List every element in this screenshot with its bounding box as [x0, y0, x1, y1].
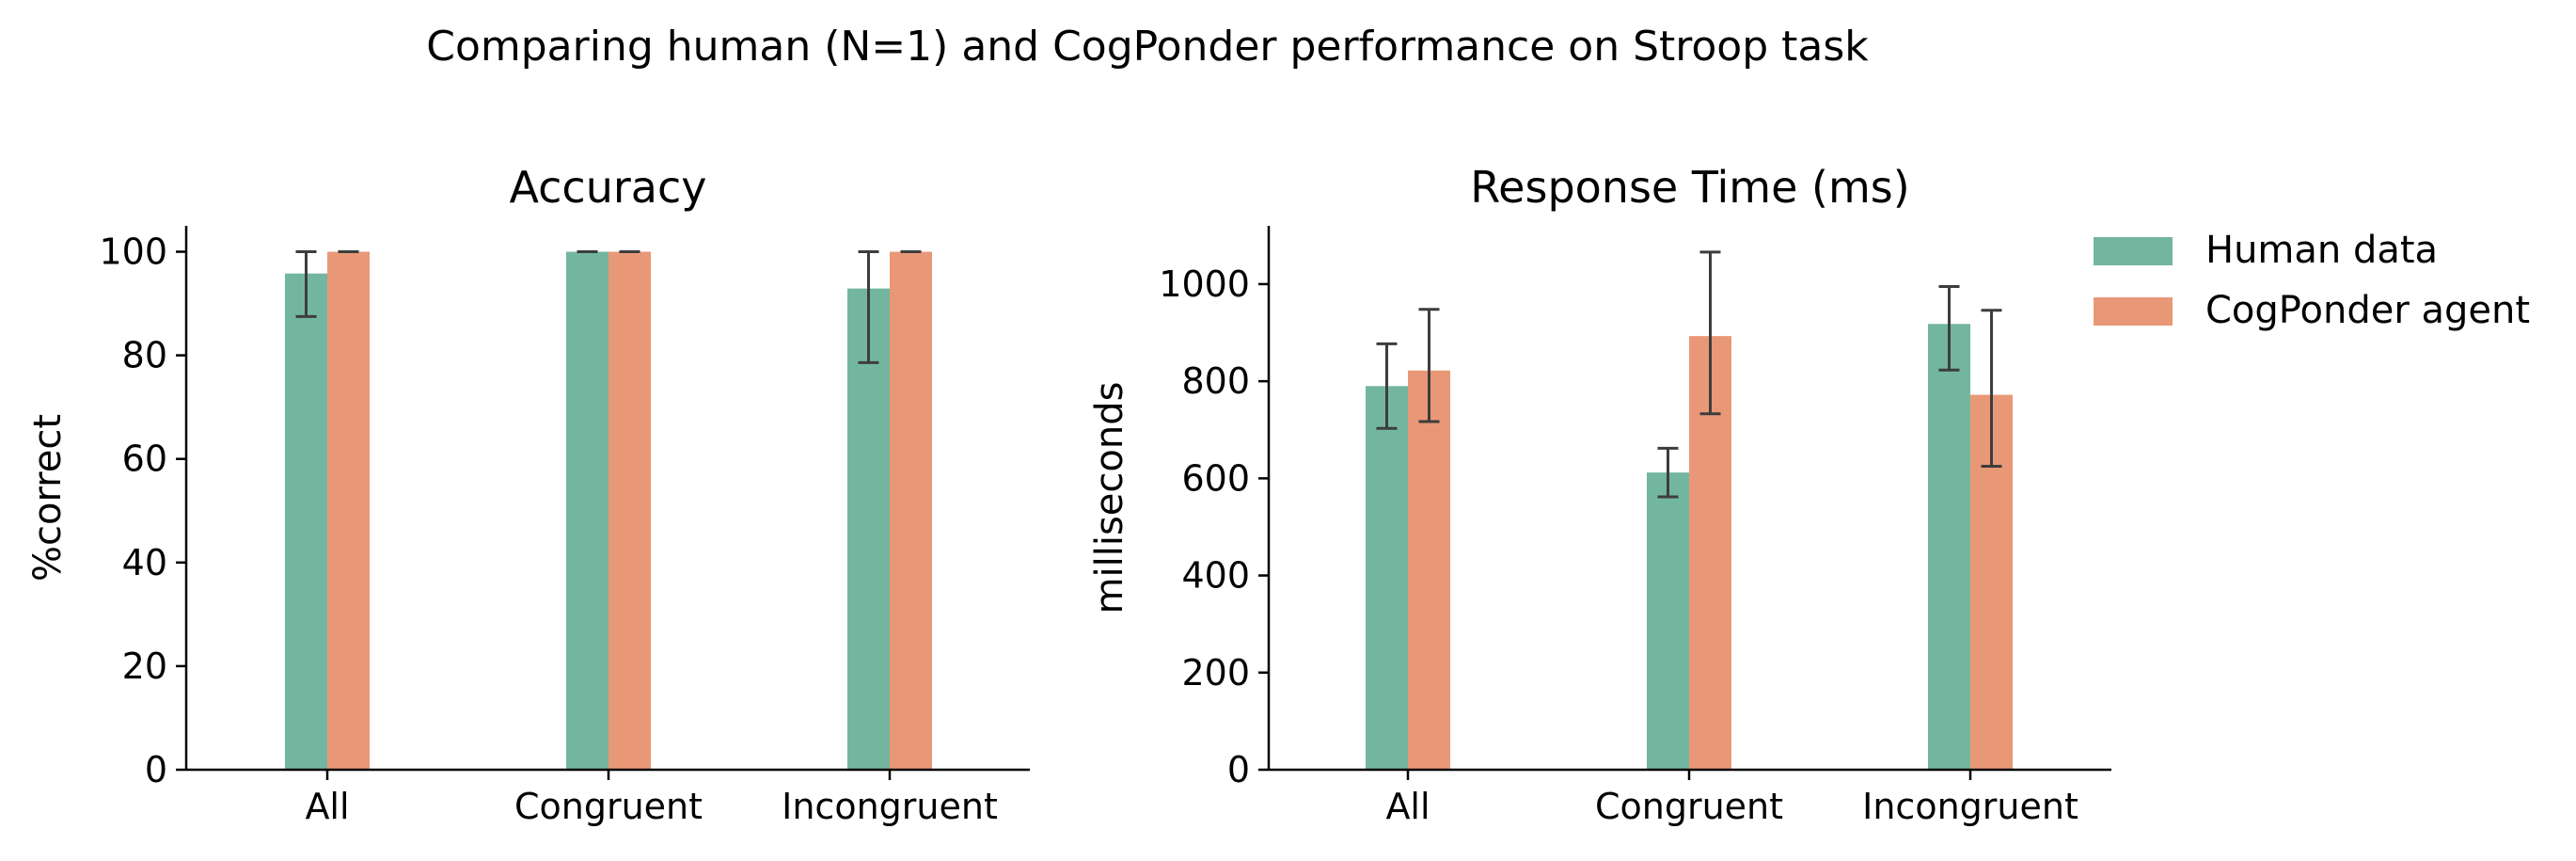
chart-title: Accuracy	[509, 162, 706, 213]
y-tick-label: 20	[122, 646, 167, 687]
bar-human-data-incongruent	[1928, 324, 1970, 770]
legend: Human data CogPonder agent	[2094, 229, 2530, 332]
y-tick-label: 200	[1181, 652, 1250, 694]
figure-suptitle: Comparing human (N=1) and CogPonder perf…	[426, 23, 1869, 71]
x-tick-label: Incongruent	[782, 786, 998, 827]
bar-human-data-all	[1366, 386, 1408, 770]
y-tick-label: 0	[145, 749, 167, 790]
y-tick-label: 1000	[1159, 263, 1250, 305]
y-tick-label: 0	[1227, 749, 1250, 790]
bar-cogponder-agent-all	[327, 251, 370, 770]
error-bar-human-data-all	[295, 250, 317, 318]
y-tick-label: 80	[122, 335, 167, 376]
error-bar-human-data-incongruent	[1938, 285, 1960, 372]
y-tick-label: 60	[122, 438, 167, 480]
bar-human-data-congruent	[566, 251, 608, 770]
y-tick-label: 600	[1181, 457, 1250, 499]
bar-human-data-incongruent	[847, 288, 890, 770]
bar-cogponder-agent-all	[1408, 370, 1450, 770]
x-tick-label: All	[1385, 786, 1430, 827]
response-time-chart: Response Time (ms) All Congruent Incongruen…	[1088, 162, 2111, 827]
y-axis-label: milliseconds	[1088, 382, 1131, 614]
bar-cogponder-agent-incongruent	[890, 251, 932, 770]
x-tick-label: Congruent	[514, 786, 703, 827]
y-tick-label: 400	[1181, 555, 1250, 597]
y-tick-label: 100	[99, 231, 167, 273]
legend-swatch-cogponder-agent	[2094, 297, 2173, 326]
x-tick-label: Congruent	[1595, 786, 1783, 827]
error-bar-human-data-incongruent	[858, 250, 879, 364]
error-bar-cogponder-agent-congruent	[1699, 250, 1721, 416]
accuracy-chart: Accuracy All Congruent Incongruent 0 20 40 60 80…	[26, 162, 1030, 827]
legend-label-human-data: Human data	[2205, 229, 2438, 272]
y-tick-label: 800	[1181, 360, 1250, 402]
x-tick-label: Incongruent	[1862, 786, 2078, 827]
error-bar-human-data-congruent	[1657, 446, 1679, 499]
bar-human-data-congruent	[1647, 472, 1689, 770]
y-tick-label: 40	[122, 542, 167, 583]
legend-label-cogponder-agent: CogPonder agent	[2205, 289, 2530, 332]
error-bar-cogponder-agent-incongruent	[1981, 309, 2002, 468]
error-bar-human-data-all	[1376, 342, 1398, 430]
x-tick-label: All	[305, 786, 349, 827]
legend-swatch-human-data	[2094, 237, 2173, 265]
y-axis-label: %correct	[26, 414, 70, 582]
chart-title: Response Time (ms)	[1470, 162, 1909, 213]
bar-human-data-all	[285, 273, 327, 770]
bar-cogponder-agent-congruent	[608, 251, 651, 770]
error-bar-cogponder-agent-all	[1418, 308, 1440, 423]
